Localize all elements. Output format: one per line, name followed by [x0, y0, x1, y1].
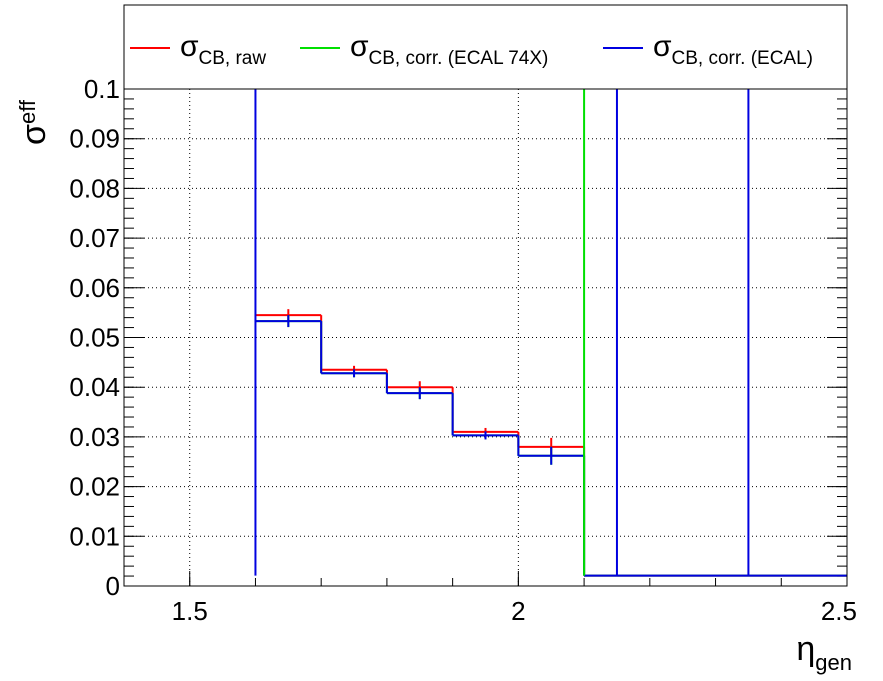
- legend-symbol: σ: [350, 30, 369, 63]
- series-0: [255, 309, 847, 577]
- y-tick-label: 0: [106, 571, 120, 601]
- y-tick-label: 0.01: [69, 521, 120, 551]
- y-tick-label: 0.08: [69, 173, 120, 203]
- plot-frame: [123, 88, 848, 587]
- x-axis-symbol: η: [796, 630, 815, 668]
- y-axis-subscript: eff: [15, 99, 40, 124]
- x-tick-label: 2: [511, 596, 525, 626]
- legend-subscript: CB, corr. (ECAL): [672, 48, 813, 69]
- legend-frame: [123, 4, 848, 90]
- legend: σCB, raw σCB, corr. (ECAL 74X) σCB, corr. …: [123, 4, 848, 90]
- y-tick-label: 0.1: [84, 74, 120, 104]
- legend-label-2: σCB, corr. (ECAL): [653, 30, 813, 69]
- y-axis-symbol: σ: [15, 124, 53, 145]
- legend-subscript: CB, raw: [199, 48, 267, 69]
- y-tick-label: 0.02: [69, 472, 120, 502]
- series-layer: [254, 89, 847, 577]
- x-axis-title: ηgen: [796, 630, 852, 675]
- y-tick-label: 0.06: [69, 273, 120, 303]
- tick-labels: 0 0.01 0.02 0.03 0.04 0.05 0.06 0.07 0.08 0.09 0.1…: [69, 74, 857, 626]
- y-tick-label: 0.04: [69, 372, 120, 402]
- x-tick-label: 2.5: [821, 596, 857, 626]
- legend-subscript: CB, corr. (ECAL 74X): [369, 48, 549, 69]
- legend-label-1: σCB, corr. (ECAL 74X): [350, 30, 548, 69]
- legend-symbol: σ: [653, 30, 672, 63]
- y-tick-label: 0.05: [69, 323, 120, 353]
- legend-label-0: σCB, raw: [180, 30, 266, 69]
- y-axis-title: σeff: [15, 99, 53, 145]
- y-tick-label: 0.07: [69, 223, 120, 253]
- y-tick-label: 0.09: [69, 124, 120, 154]
- y-tick-label: 0.03: [69, 422, 120, 452]
- legend-symbol: σ: [180, 30, 199, 63]
- grid-lines: [124, 89, 847, 586]
- x-tick-label: 1.5: [172, 596, 208, 626]
- x-axis-subscript: gen: [815, 650, 852, 675]
